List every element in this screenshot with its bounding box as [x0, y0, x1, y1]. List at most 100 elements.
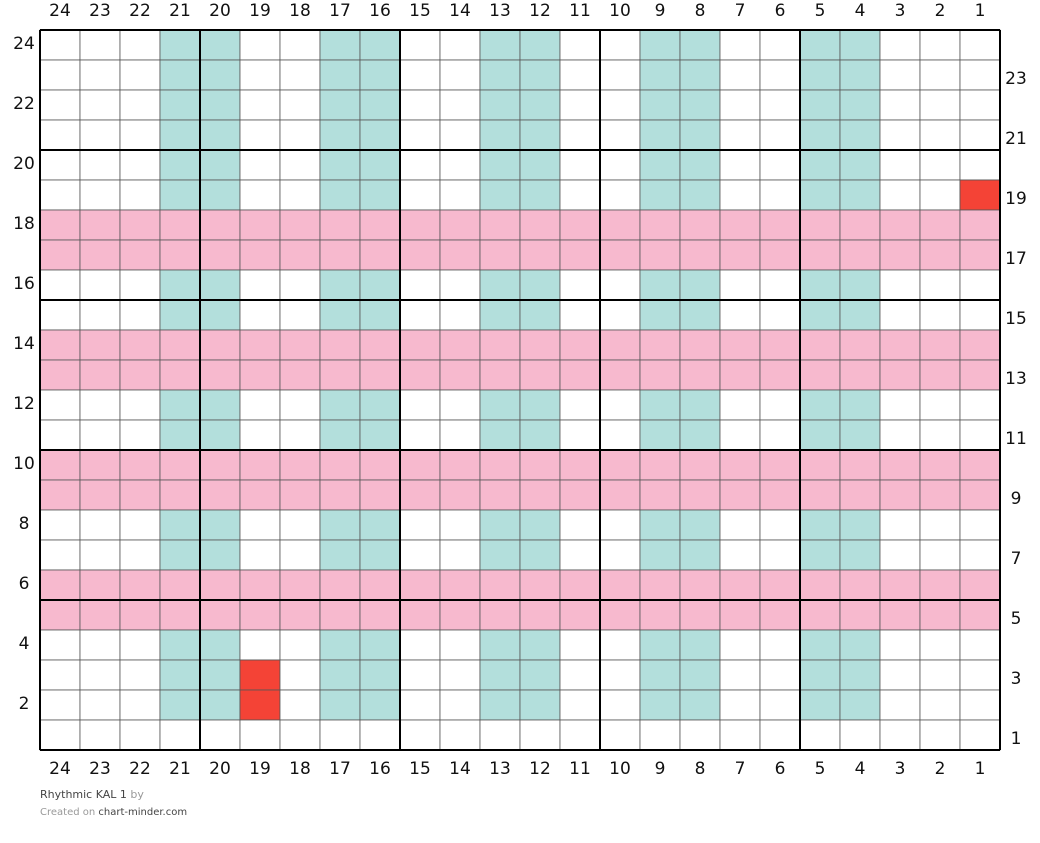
stitch-cell [199, 89, 241, 121]
stitch-cell [319, 569, 361, 601]
stitch-cell [759, 149, 801, 181]
stitch-cell [479, 419, 521, 451]
stitch-cell [839, 209, 881, 241]
stitch-cell [919, 149, 961, 181]
row-label: 10 [13, 454, 35, 474]
stitch-cell [439, 569, 481, 601]
stitch-cell [39, 359, 81, 391]
stitch-cell [479, 359, 521, 391]
stitch-cell [719, 329, 761, 361]
stitch-cell [519, 119, 561, 151]
stitch-cell [839, 329, 881, 361]
stitch-cell [559, 119, 601, 151]
stitch-cell [79, 89, 121, 121]
stitch-cell [919, 629, 961, 661]
stitch-cell [39, 539, 81, 571]
stitch-cell [839, 269, 881, 301]
stitch-cell [279, 209, 321, 241]
stitch-cell [119, 29, 161, 61]
stitch-cell [959, 179, 1001, 211]
stitch-cell [879, 719, 921, 751]
stitch-cell [39, 599, 81, 631]
stitch-cell [439, 719, 481, 751]
stitch-cell [719, 359, 761, 391]
stitch-cell [919, 59, 961, 91]
row-label: 13 [1005, 369, 1027, 389]
stitch-cell [799, 299, 841, 331]
stitch-cell [39, 509, 81, 541]
stitch-cell [39, 119, 81, 151]
stitch-cell [679, 299, 721, 331]
stitch-cell [79, 209, 121, 241]
stitch-cell [679, 569, 721, 601]
stitch-cell [159, 269, 201, 301]
stitch-cell [279, 179, 321, 211]
stitch-cell [559, 179, 601, 211]
stitch-cell [559, 449, 601, 481]
stitch-cell [919, 689, 961, 721]
stitch-cell [439, 479, 481, 511]
stitch-cell [719, 389, 761, 421]
footer-line-1: Rhythmic KAL 1 by [40, 788, 144, 801]
stitch-cell [319, 209, 361, 241]
stitch-cell [799, 329, 841, 361]
stitch-cell [439, 329, 481, 361]
stitch-cell [959, 719, 1001, 751]
site-link[interactable]: chart-minder.com [98, 807, 188, 818]
stitch-cell [399, 659, 441, 691]
stitch-cell [919, 299, 961, 331]
stitch-cell [759, 479, 801, 511]
stitch-cell [759, 209, 801, 241]
stitch-cell [399, 299, 441, 331]
stitch-cell [359, 329, 401, 361]
stitch-cell [239, 329, 281, 361]
stitch-cell [199, 599, 241, 631]
stitch-cell [239, 539, 281, 571]
stitch-cell [439, 359, 481, 391]
stitch-cell [959, 599, 1001, 631]
stitch-cell [959, 509, 1001, 541]
stitch-cell [719, 179, 761, 211]
stitch-cell [239, 689, 281, 721]
stitch-cell [559, 149, 601, 181]
stitch-cell [599, 209, 641, 241]
stitch-cell [39, 719, 81, 751]
stitch-cell [559, 479, 601, 511]
stitch-cell [359, 629, 401, 661]
stitch-cell [679, 209, 721, 241]
stitch-cell [319, 539, 361, 571]
stitch-cell [279, 479, 321, 511]
stitch-cell [759, 449, 801, 481]
stitch-cell [799, 389, 841, 421]
stitch-cell [639, 179, 681, 211]
stitch-cell [119, 269, 161, 301]
stitch-cell [359, 539, 401, 571]
row-label: 11 [1005, 429, 1027, 449]
stitch-cell [319, 89, 361, 121]
stitch-cell [439, 299, 481, 331]
stitch-cell [759, 239, 801, 271]
chart-title: Rhythmic KAL 1 [40, 788, 127, 801]
stitch-cell [479, 599, 521, 631]
stitch-cell [839, 629, 881, 661]
stitch-cell [719, 149, 761, 181]
stitch-cell [639, 539, 681, 571]
stitch-cell [839, 59, 881, 91]
stitch-cell [719, 29, 761, 61]
row-label: 4 [19, 634, 30, 654]
stitch-cell [359, 359, 401, 391]
stitch-cell [639, 689, 681, 721]
stitch-cell [359, 479, 401, 511]
stitch-cell [959, 89, 1001, 121]
stitch-cell [559, 239, 601, 271]
stitch-cell [519, 689, 561, 721]
stitch-cell [319, 29, 361, 61]
stitch-cell [439, 539, 481, 571]
stitch-cell [119, 569, 161, 601]
stitch-cell [119, 149, 161, 181]
stitch-cell [519, 299, 561, 331]
stitch-cell [639, 119, 681, 151]
stitch-cell [839, 689, 881, 721]
stitch-cell [359, 569, 401, 601]
stitch-cell [119, 239, 161, 271]
